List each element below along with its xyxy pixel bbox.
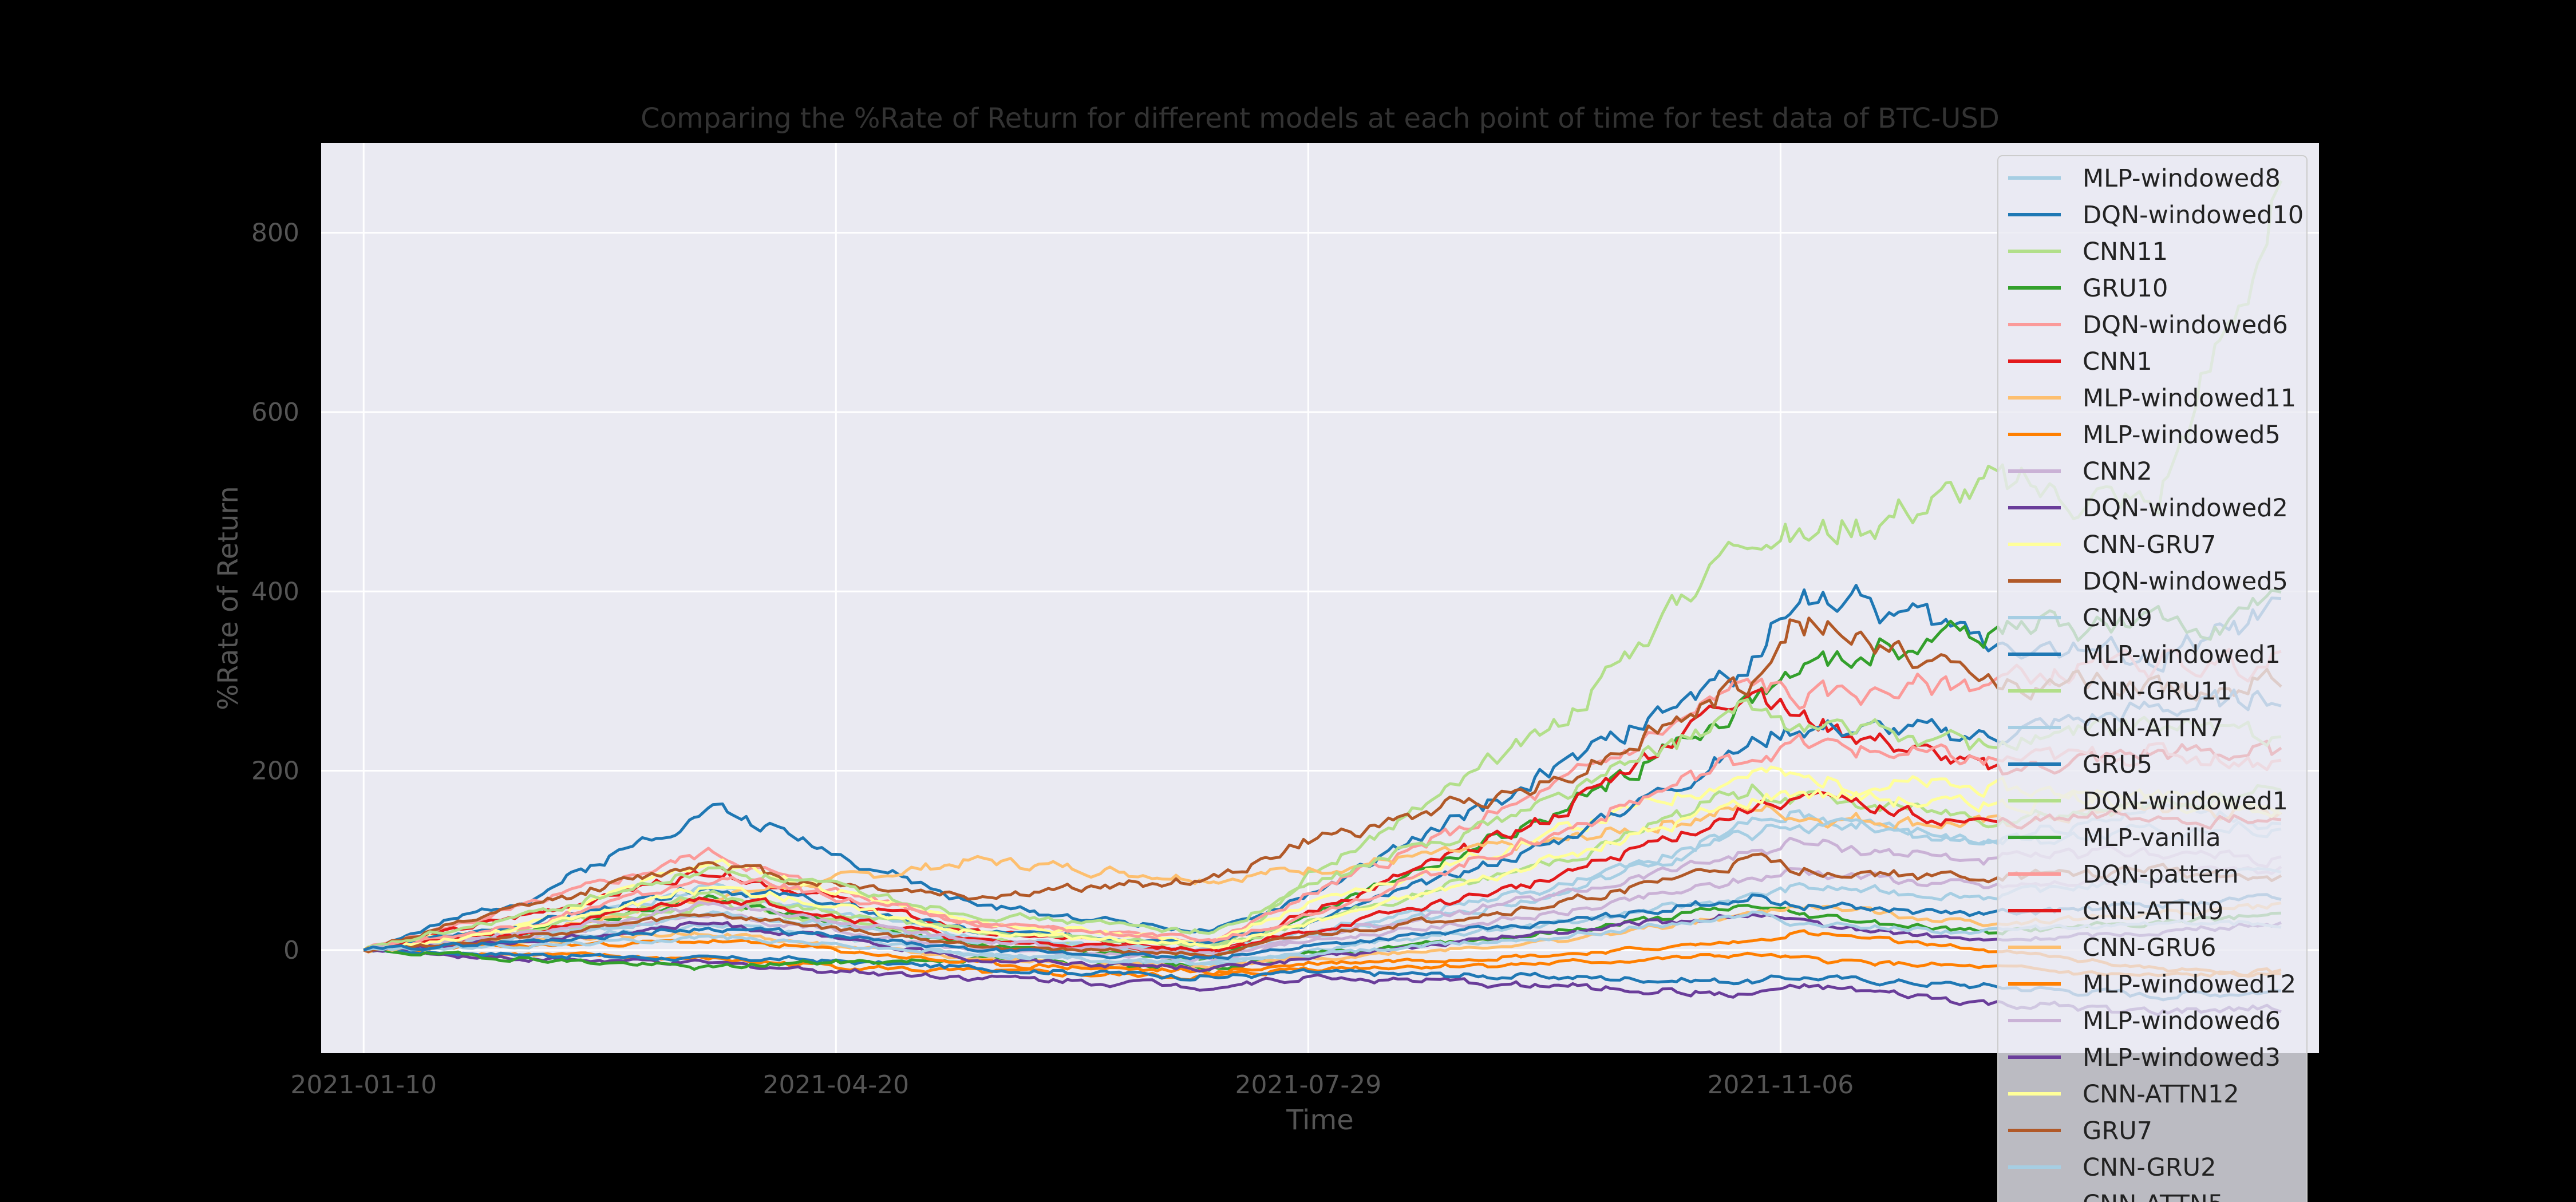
chart-title: Comparing the %Rate of Return for differ… xyxy=(641,102,2000,135)
x-axis-label: Time xyxy=(1286,1104,1353,1136)
legend-label: CNN-ATTN5 xyxy=(2083,1190,2223,1202)
legend-label: MLP-windowed6 xyxy=(2083,1007,2281,1035)
legend-label: MLP-windowed12 xyxy=(2083,970,2296,999)
legend-label: CNN9 xyxy=(2083,604,2152,632)
x-tick-label: 2021-01-10 xyxy=(290,1070,437,1100)
tick-labels: 0 200 400 600 800 2021-01-10 2021-04-20 2021-07… xyxy=(251,219,1854,1100)
legend-label: CNN-ATTN12 xyxy=(2083,1080,2239,1109)
y-tick-label: 0 xyxy=(283,936,299,965)
legend-label: DQN-windowed1 xyxy=(2083,787,2288,816)
legend-box xyxy=(1997,155,2308,1202)
series-line xyxy=(364,788,2282,952)
series-line xyxy=(363,865,2282,963)
x-tick-label: 2021-07-29 xyxy=(1235,1070,1382,1100)
series-line xyxy=(363,687,2282,954)
y-tick-label: 800 xyxy=(251,219,299,248)
series-line xyxy=(363,910,2282,966)
legend-label: MLP-windowed8 xyxy=(2083,164,2281,193)
legend-label: DQN-windowed6 xyxy=(2083,311,2288,339)
y-tick-label: 200 xyxy=(251,757,299,786)
series-line xyxy=(363,929,2282,978)
legend-label: MLP-vanilla xyxy=(2083,824,2221,852)
series-line xyxy=(363,893,2282,960)
legend: MLP-windowed8 DQN-windowed10 CNN11 GRU10 DQN… xyxy=(1997,155,2308,1202)
y-tick-label: 600 xyxy=(251,398,299,427)
series-line xyxy=(364,913,2282,973)
series-line xyxy=(363,647,2282,952)
y-tick-label: 400 xyxy=(251,577,299,606)
x-tick-label: 2021-11-06 xyxy=(1708,1070,1854,1100)
legend-label: DQN-pattern xyxy=(2083,860,2239,889)
legend-label: CNN11 xyxy=(2083,238,2168,266)
legend-label: CNN-GRU6 xyxy=(2083,934,2216,962)
series-line xyxy=(363,948,2282,1017)
series-line xyxy=(363,616,2282,952)
legend-label: GRU7 xyxy=(2083,1117,2152,1145)
legend-label: GRU5 xyxy=(2083,750,2152,779)
series-line xyxy=(364,904,2282,972)
legend-label: CNN-GRU2 xyxy=(2083,1153,2216,1182)
series-line xyxy=(363,902,2282,970)
series-lines xyxy=(362,180,2283,1017)
x-tick-label: 2021-04-20 xyxy=(762,1070,909,1100)
series-line xyxy=(363,948,2282,1002)
legend-label: CNN-ATTN7 xyxy=(2083,714,2223,742)
series-line xyxy=(363,852,2282,958)
legend-label: MLP-windowed5 xyxy=(2083,421,2281,449)
series-line xyxy=(363,802,2282,952)
legend-label: CNN-ATTN9 xyxy=(2083,897,2223,926)
legend-label: DQN-windowed5 xyxy=(2083,567,2288,596)
series-line xyxy=(363,836,2282,956)
series-line xyxy=(362,698,2282,951)
legend-label: CNN-GRU11 xyxy=(2083,677,2232,706)
series-line xyxy=(363,733,2282,952)
legend-label: CNN1 xyxy=(2083,347,2152,376)
legend-label: MLP-windowed3 xyxy=(2083,1043,2281,1072)
series-line xyxy=(363,790,2282,952)
y-axis-label: %Rate of Return xyxy=(212,486,244,710)
legend-label: MLP-windowed1 xyxy=(2083,640,2281,669)
legend-label: GRU10 xyxy=(2083,274,2168,303)
legend-label: CNN-GRU7 xyxy=(2083,531,2216,559)
legend-label: MLP-windowed11 xyxy=(2083,384,2296,413)
legend-label: DQN-windowed10 xyxy=(2083,201,2304,230)
legend-label: CNN2 xyxy=(2083,457,2152,486)
legend-label: DQN-windowed2 xyxy=(2083,494,2288,523)
